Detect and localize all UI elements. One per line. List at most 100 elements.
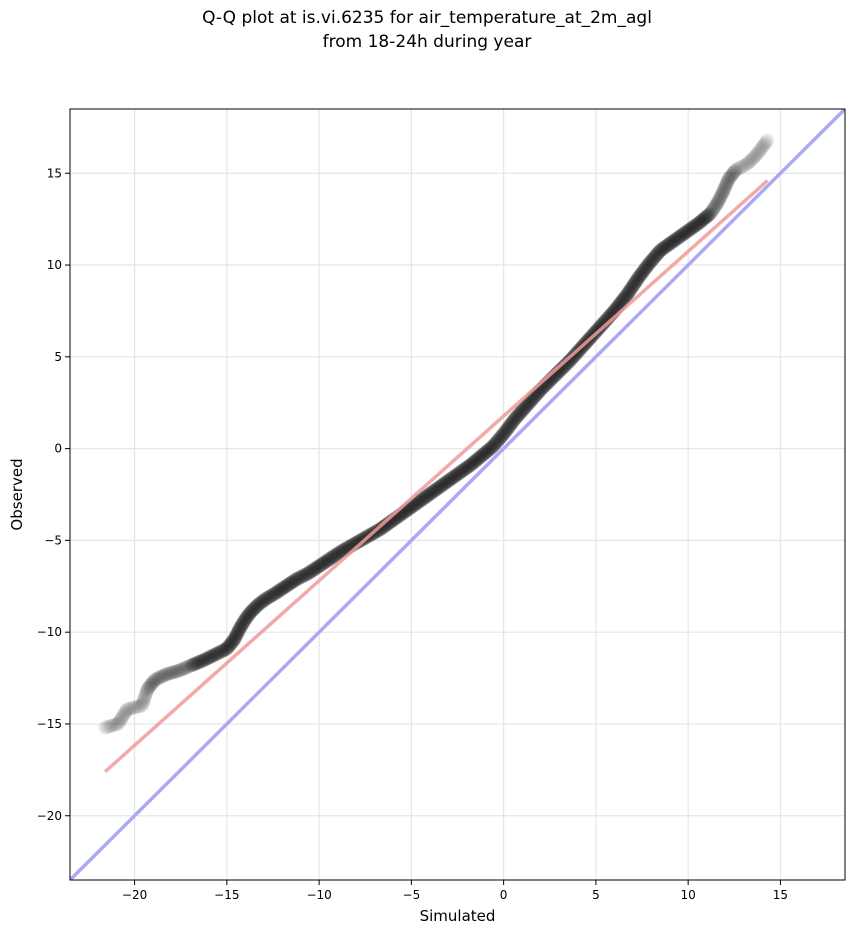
quantile-point bbox=[654, 242, 669, 257]
quantile-point bbox=[265, 588, 280, 603]
quantile-point bbox=[711, 194, 726, 209]
quantile-point bbox=[754, 141, 769, 156]
quantile-point bbox=[324, 550, 339, 565]
axis-ticks: −20 −15 −10 −5 0 5 10 15 −20 −15 −10 −5 0 5 10 15 bbox=[37, 166, 788, 902]
quantile-point bbox=[314, 557, 329, 572]
quantile-point bbox=[557, 358, 572, 373]
quantile-point bbox=[705, 202, 720, 217]
quantile-point bbox=[564, 352, 579, 367]
quantile-point bbox=[709, 198, 724, 213]
quantile-point bbox=[682, 222, 697, 237]
quantile-point bbox=[246, 601, 261, 616]
quantile-point bbox=[163, 666, 178, 681]
quantile-point bbox=[471, 451, 486, 466]
quantile-point bbox=[295, 569, 310, 584]
quantile-point bbox=[480, 444, 495, 459]
x-axis-label: Simulated bbox=[420, 907, 496, 925]
quantile-point bbox=[666, 234, 681, 249]
quantile-point bbox=[405, 499, 420, 514]
quantile-point bbox=[731, 161, 746, 176]
quantile-point bbox=[658, 240, 673, 255]
quantile-point bbox=[283, 576, 298, 591]
quantile-point bbox=[417, 490, 432, 505]
quantile-point bbox=[507, 412, 522, 427]
quantile-point bbox=[444, 471, 459, 486]
quantile-point bbox=[756, 138, 771, 153]
quantile-point bbox=[407, 498, 422, 513]
quantile-point bbox=[635, 265, 650, 280]
x-tick-label: 5 bbox=[592, 888, 600, 902]
quantile-point bbox=[287, 573, 302, 588]
quantile-point bbox=[244, 603, 259, 618]
quantile-point bbox=[200, 651, 215, 666]
quantile-point bbox=[418, 489, 433, 504]
quantile-point bbox=[741, 156, 756, 171]
quantile-point bbox=[669, 231, 684, 246]
quantile-point bbox=[664, 235, 679, 250]
quantile-point bbox=[622, 283, 637, 298]
quantile-point bbox=[688, 218, 703, 233]
quantile-point bbox=[113, 713, 128, 728]
quantile-point bbox=[269, 585, 284, 600]
identity-line bbox=[70, 109, 845, 880]
quantile-point bbox=[231, 624, 246, 639]
quantile-point bbox=[650, 246, 665, 261]
quantile-point bbox=[709, 196, 724, 211]
quantile-point bbox=[734, 159, 749, 174]
quantile-point bbox=[256, 593, 271, 608]
quantile-point bbox=[716, 184, 731, 199]
quantile-point bbox=[454, 464, 469, 479]
quantile-point bbox=[714, 188, 729, 203]
quantile-point bbox=[566, 349, 581, 364]
quantile-point bbox=[105, 718, 120, 733]
quantile-point bbox=[431, 480, 446, 495]
quantile-point bbox=[428, 483, 443, 498]
quantile-point bbox=[186, 657, 201, 672]
quantile-point bbox=[623, 282, 638, 297]
quantile-point bbox=[423, 486, 438, 501]
quantile-point bbox=[759, 134, 774, 149]
y-tick-label: −5 bbox=[44, 533, 62, 547]
quantile-point bbox=[455, 463, 470, 478]
quantile-point bbox=[637, 262, 652, 277]
quantile-point bbox=[112, 714, 127, 729]
quantile-point bbox=[248, 600, 263, 615]
quantile-point bbox=[210, 646, 225, 661]
quantile-point bbox=[441, 473, 456, 488]
quantile-point bbox=[223, 637, 238, 652]
y-tick-label: −15 bbox=[37, 717, 62, 731]
quantile-point bbox=[625, 279, 640, 294]
quantile-point bbox=[665, 235, 680, 250]
quantile-point bbox=[111, 715, 126, 730]
quantile-point bbox=[511, 407, 526, 422]
quantile-point bbox=[689, 217, 704, 232]
quantile-point bbox=[133, 698, 148, 713]
quantile-point bbox=[727, 164, 742, 179]
quantile-point bbox=[206, 648, 221, 663]
quantile-point bbox=[653, 243, 668, 258]
quantile-point bbox=[750, 146, 765, 161]
quantile-point bbox=[280, 578, 295, 593]
quantile-point bbox=[675, 227, 690, 242]
quantile-point bbox=[473, 449, 488, 464]
quantile-point bbox=[508, 411, 523, 426]
quantile-point bbox=[116, 708, 131, 723]
quantile-point bbox=[451, 466, 466, 481]
quantile-point bbox=[671, 230, 686, 245]
quantile-point bbox=[421, 488, 436, 503]
quantile-point bbox=[126, 700, 141, 715]
quantile-point bbox=[685, 220, 700, 235]
quantile-point bbox=[137, 690, 152, 705]
quantile-point bbox=[427, 483, 442, 498]
quantile-point bbox=[519, 398, 534, 413]
quantile-point bbox=[239, 611, 254, 626]
quantile-point bbox=[325, 550, 340, 565]
quantile-point bbox=[411, 494, 426, 509]
quantile-point bbox=[498, 424, 513, 439]
quantile-point bbox=[373, 522, 387, 537]
quantile-point bbox=[485, 439, 500, 454]
quantile-point bbox=[153, 670, 168, 685]
quantile-point bbox=[173, 663, 188, 678]
chart-title-line-2: from 18-24h during year bbox=[322, 32, 532, 52]
quantile-point bbox=[718, 180, 733, 195]
